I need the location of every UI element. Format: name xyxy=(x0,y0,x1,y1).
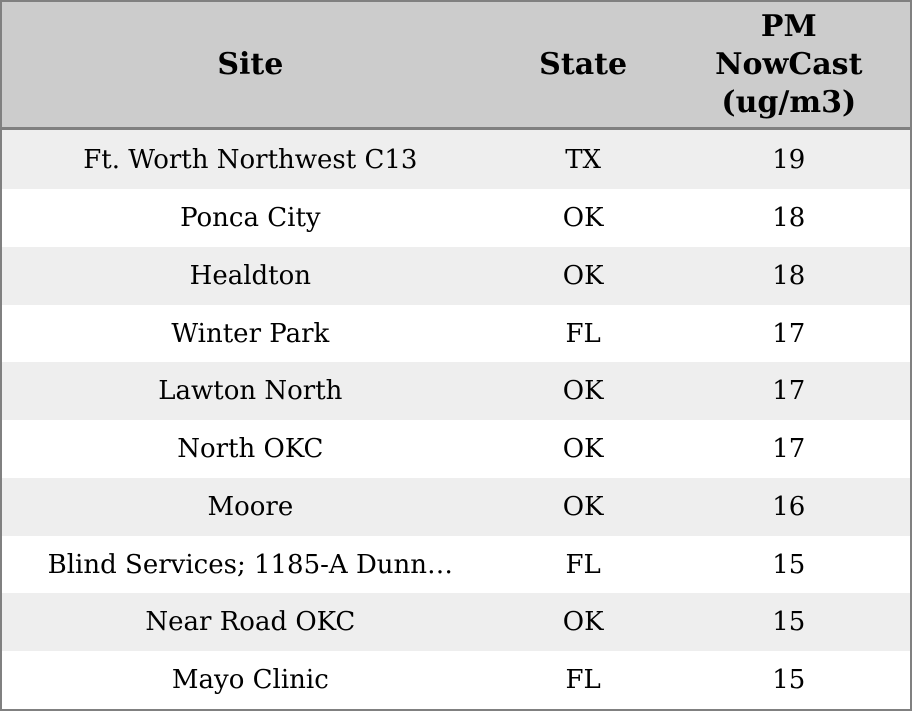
site-cell: Moore xyxy=(207,491,294,522)
site-cell: Lawton North xyxy=(158,376,343,407)
header-row: Site State PM NowCast (ug/m3) xyxy=(2,2,910,130)
state-cell: OK xyxy=(562,491,604,522)
state-cell: OK xyxy=(562,434,604,465)
table-row: Mayo Clinic FL 15 xyxy=(2,651,910,709)
table-row: North OKC OK 17 xyxy=(2,420,910,478)
table-row: Ft. Worth Northwest C13 TX 19 xyxy=(2,128,910,190)
table-row: Ponca City OK 18 xyxy=(2,189,910,247)
state-cell: OK xyxy=(562,203,604,234)
pm-nowcast-cell: 15 xyxy=(772,665,806,696)
state-cell: OK xyxy=(562,607,604,638)
state-column-label: State xyxy=(539,46,628,82)
state-cell: FL xyxy=(565,665,601,696)
table-row: Moore OK 16 xyxy=(2,477,910,536)
pm-nowcast-cell: 16 xyxy=(772,491,806,522)
table-row: Blind Services; 1185-A Dunn… FL 15 xyxy=(2,535,910,594)
pm-nowcast-column-label: PM NowCast (ug/m3) xyxy=(715,8,863,120)
pm-nowcast-cell: 19 xyxy=(772,144,806,175)
site-cell: Winter Park xyxy=(171,318,330,349)
site-column-label: Site xyxy=(217,46,284,82)
pm-nowcast-cell: 18 xyxy=(772,203,806,234)
pm-nowcast-cell: 15 xyxy=(772,607,806,638)
pm-nowcast-cell: 17 xyxy=(772,376,806,407)
site-cell: Healdton xyxy=(189,260,312,291)
pm-nowcast-cell: 15 xyxy=(772,549,806,580)
pm-nowcast-cell: 18 xyxy=(772,260,806,291)
table-row: Lawton North OK 17 xyxy=(2,362,910,421)
pm-nowcast-cell: 17 xyxy=(772,434,806,465)
site-cell: Mayo Clinic xyxy=(171,665,329,696)
state-cell: FL xyxy=(565,318,601,349)
table-row: Near Road OKC OK 15 xyxy=(2,593,910,652)
table-row: Winter Park FL 17 xyxy=(2,304,910,363)
state-column-header: State xyxy=(498,2,668,130)
site-cell: North OKC xyxy=(177,434,324,465)
site-cell: Blind Services; 1185-A Dunn… xyxy=(47,549,454,580)
site-cell: Near Road OKC xyxy=(145,607,356,638)
table-header: Site State PM NowCast (ug/m3) xyxy=(2,2,910,130)
state-cell: TX xyxy=(565,144,602,175)
site-cell: Ft. Worth Northwest C13 xyxy=(83,144,418,175)
table-body: Ft. Worth Northwest C13 TX 19 Ponca City… xyxy=(2,128,910,709)
pm-nowcast-cell: 17 xyxy=(772,318,806,349)
state-cell: OK xyxy=(562,260,604,291)
state-cell: FL xyxy=(565,549,601,580)
site-cell: Ponca City xyxy=(180,203,321,234)
site-column-header: Site xyxy=(2,2,499,130)
pm-nowcast-column-header: PM NowCast (ug/m3) xyxy=(667,2,910,130)
table-row: Healdton OK 18 xyxy=(2,246,910,305)
state-cell: OK xyxy=(562,376,604,407)
